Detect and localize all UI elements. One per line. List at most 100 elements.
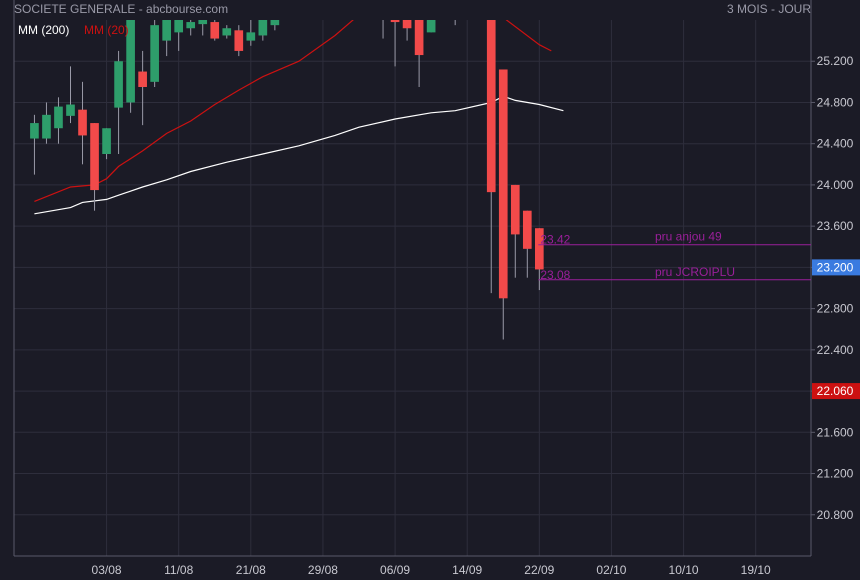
candle-body bbox=[198, 20, 208, 25]
x-tick-label: 14/09 bbox=[452, 563, 482, 577]
candle-body bbox=[451, 8, 460, 10]
x-tick-label: 03/08 bbox=[92, 563, 122, 577]
candle-body bbox=[534, 228, 544, 270]
annotation-label: pru anjou 49 bbox=[655, 230, 722, 244]
candle-down[interactable] bbox=[402, 5, 412, 41]
candle-body bbox=[114, 61, 123, 108]
candle-body bbox=[150, 25, 159, 82]
candle-up[interactable] bbox=[30, 114, 39, 175]
candle-up[interactable] bbox=[258, 5, 268, 41]
candle-down[interactable] bbox=[78, 81, 87, 165]
candle-body bbox=[138, 71, 147, 87]
y-tick-label: 25.200 bbox=[817, 54, 854, 68]
candle-body bbox=[174, 20, 184, 33]
candle-body bbox=[270, 20, 280, 26]
candle-down[interactable] bbox=[234, 25, 244, 57]
candle-body bbox=[66, 104, 75, 116]
y-tick-label: 22.060 bbox=[817, 384, 854, 398]
candle-down[interactable] bbox=[138, 50, 147, 126]
grid bbox=[14, 20, 811, 556]
x-tick-label: 22/09 bbox=[524, 563, 554, 577]
candle-body bbox=[498, 69, 508, 299]
candle-body bbox=[510, 184, 520, 235]
candle-up[interactable] bbox=[222, 25, 232, 39]
candle-down[interactable] bbox=[498, 69, 508, 340]
legend-item: MM (200) bbox=[18, 23, 69, 37]
candle-body bbox=[246, 32, 256, 41]
candle-up[interactable] bbox=[270, 5, 280, 31]
candle-up[interactable] bbox=[246, 20, 256, 46]
candle-body bbox=[414, 20, 424, 56]
candle-up[interactable] bbox=[439, 0, 448, 20]
period-label[interactable]: 3 MOIS - JOUR bbox=[726, 2, 811, 16]
candle-body bbox=[90, 123, 99, 191]
candle-up[interactable] bbox=[162, 0, 171, 57]
legend: MM (200) MM (20) bbox=[18, 23, 129, 37]
candle-up[interactable] bbox=[174, 10, 184, 51]
price-marker bbox=[812, 383, 860, 400]
y-tick-label: 24.000 bbox=[817, 178, 854, 192]
legend-item: MM (20) bbox=[84, 23, 129, 37]
candle-down[interactable] bbox=[522, 210, 532, 278]
candle-up[interactable] bbox=[114, 50, 123, 154]
series-line[interactable] bbox=[34, 95, 564, 215]
y-tick-label: 20.800 bbox=[817, 508, 854, 522]
series-layer bbox=[30, 0, 564, 340]
candle-up[interactable] bbox=[426, 5, 436, 33]
candle-down[interactable] bbox=[210, 18, 220, 41]
annotation-value: 23.08 bbox=[540, 268, 570, 282]
x-tick-label: 29/08 bbox=[308, 563, 338, 577]
candle-body bbox=[126, 20, 135, 103]
candle-body bbox=[426, 20, 436, 33]
y-tick-label: 22.400 bbox=[817, 343, 854, 357]
y-tick-label: 24.400 bbox=[817, 137, 854, 151]
plot-area: 23.42 pru anjou 49 23.08 pru JCROIPLU 20.800… bbox=[13, 0, 860, 577]
candle-body bbox=[30, 123, 39, 139]
y-tick-label: 23.600 bbox=[817, 219, 854, 233]
candle-up[interactable] bbox=[54, 97, 63, 144]
candle-body bbox=[439, 5, 448, 20]
x-tick-label: 02/10 bbox=[596, 563, 626, 577]
candle-body bbox=[522, 210, 532, 249]
candle-body bbox=[402, 20, 412, 29]
x-tick-label: 11/08 bbox=[164, 563, 193, 577]
price-annotation[interactable]: 23.08 pru JCROIPLU bbox=[538, 265, 811, 282]
candle-up[interactable] bbox=[198, 1, 208, 36]
candle-up[interactable] bbox=[186, 15, 196, 36]
y-tick-label: 21.200 bbox=[817, 467, 854, 481]
x-tick-label: 06/09 bbox=[380, 563, 410, 577]
candle-body bbox=[186, 22, 196, 29]
candle-down[interactable] bbox=[379, 0, 388, 39]
candle-body bbox=[390, 20, 400, 23]
candle-body bbox=[162, 20, 171, 41]
candle-body bbox=[78, 109, 87, 136]
candle-up[interactable] bbox=[102, 128, 111, 160]
candle-up[interactable] bbox=[126, 0, 135, 113]
x-tick-label: 10/10 bbox=[669, 563, 699, 577]
candle-body bbox=[486, 20, 496, 193]
y-tick-label: 24.800 bbox=[817, 95, 854, 109]
series-line[interactable] bbox=[34, 0, 552, 202]
candle-body bbox=[222, 28, 232, 36]
annotation-label: pru JCROIPLU bbox=[655, 265, 735, 279]
price-marker bbox=[812, 259, 860, 276]
y-tick-label: 23.200 bbox=[817, 260, 854, 274]
candle-down[interactable] bbox=[90, 123, 99, 211]
annotation-value: 23.42 bbox=[540, 233, 570, 247]
candle-down[interactable] bbox=[414, 10, 424, 87]
candle-down[interactable] bbox=[390, 0, 400, 67]
candle-body bbox=[210, 22, 220, 39]
candle-up[interactable] bbox=[150, 15, 159, 87]
candle-down[interactable] bbox=[486, 10, 496, 294]
candle-body bbox=[42, 114, 51, 139]
x-tick-label: 21/08 bbox=[236, 563, 266, 577]
price-annotation[interactable]: 23.42 pru anjou 49 bbox=[538, 230, 811, 247]
candle-body bbox=[258, 20, 268, 36]
candle-up[interactable] bbox=[451, 0, 460, 26]
candle-down[interactable] bbox=[510, 184, 520, 278]
chart-title: SOCIETE GENERALE - abcbourse.com bbox=[14, 2, 229, 16]
candle-body bbox=[379, 5, 388, 18]
candle-up[interactable] bbox=[42, 102, 51, 144]
candle-up[interactable] bbox=[66, 66, 75, 124]
